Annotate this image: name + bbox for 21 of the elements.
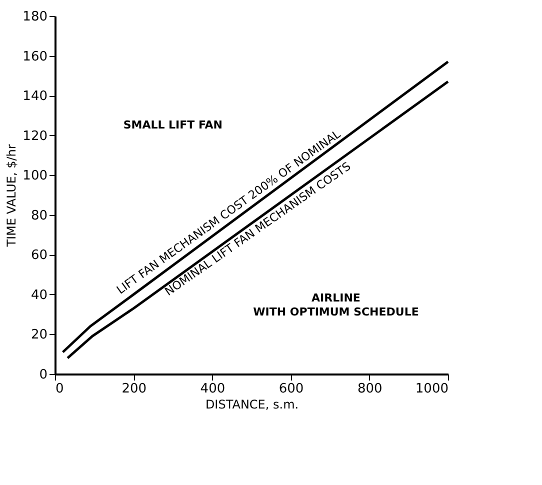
x-tick-label: 0 xyxy=(56,382,64,396)
y-tick-label: 60 xyxy=(30,248,48,264)
x-tick-label: 400 xyxy=(200,382,226,396)
y-tick-label: 20 xyxy=(30,328,48,343)
y-tick-label: 80 xyxy=(30,208,48,224)
x-axis-title: DISTANCE, s.m. xyxy=(205,398,299,412)
y-tick-label: 120 xyxy=(22,128,48,144)
y-tick-label: 160 xyxy=(22,49,48,64)
y-tick-label: 140 xyxy=(22,89,48,104)
y-tick-label: 180 xyxy=(22,10,48,24)
x-tick-label: 800 xyxy=(357,382,382,396)
annotation: SMALL LIFT FAN xyxy=(123,118,222,132)
x-tick-label: 200 xyxy=(122,382,147,396)
x-tick-label: 1000 xyxy=(415,382,448,396)
y-tick-label: 100 xyxy=(22,168,48,184)
annotation: WITH OPTIMUM SCHEDULE xyxy=(253,305,419,318)
x-tick-label: 600 xyxy=(278,382,304,396)
y-tick-label: 40 xyxy=(30,288,48,303)
y-tick-label: 0 xyxy=(39,368,48,382)
annotation: AIRLINE xyxy=(312,291,360,304)
y-axis-title: TIME VALUE, $/hr xyxy=(4,144,19,248)
